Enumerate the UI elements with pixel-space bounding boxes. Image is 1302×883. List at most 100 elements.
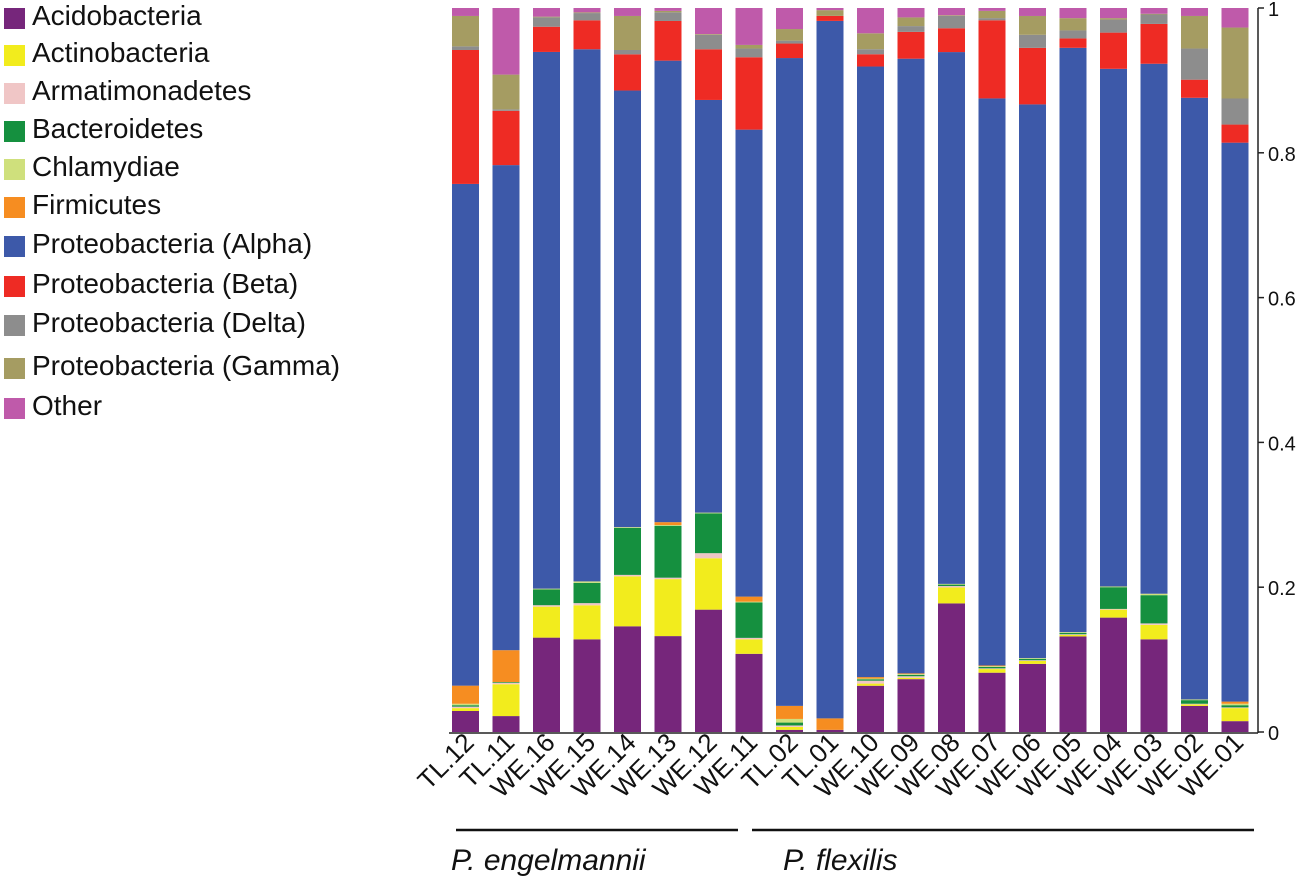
bar-segment-we-01-chlamydiae: [1221, 703, 1249, 706]
bar-segment-we-08-proteobacteria-beta: [938, 28, 965, 53]
bar-segment-we-13-proteobacteria-alpha: [654, 60, 682, 523]
bar-segment-we-13-proteobacteria-gamma: [654, 10, 682, 13]
bar-segment-we-16-actinobacteria: [533, 606, 560, 638]
bar-segment-we-16-acidobacteria: [533, 637, 560, 732]
bar-segment-we-04-proteobacteria-delta: [1100, 19, 1127, 33]
bar-tl-12: [452, 8, 479, 732]
bar-segment-we-15-other: [573, 8, 601, 13]
bar-segment-we-01-proteobacteria-gamma: [1221, 27, 1249, 99]
bar-segment-we-05-other: [1059, 8, 1087, 19]
bar-segment-tl-11-armatimonadetes: [492, 682, 520, 685]
legend-label: Proteobacteria (Gamma): [32, 350, 341, 381]
bar-segment-tl-02-firmicutes: [776, 705, 803, 719]
bar-we-13: [654, 8, 682, 732]
bar-segment-we-10-actinobacteria: [857, 683, 884, 686]
legend-swatch: [4, 358, 25, 379]
bar-segment-we-12-proteobacteria-gamma: [695, 34, 722, 35]
legend-swatch: [4, 398, 25, 419]
legend-swatch: [4, 236, 25, 257]
bar-segment-we-04-actinobacteria: [1100, 609, 1127, 618]
bar-segment-we-06-proteobacteria-delta: [1019, 34, 1046, 48]
bar-segment-tl-01-firmicutes: [816, 718, 844, 730]
bar-segment-tl-01-other: [816, 8, 844, 11]
bar-segment-tl-11-other: [492, 8, 520, 75]
y-tick-label: 0.4: [1268, 433, 1296, 455]
bar-segment-we-14-bacteroidetes: [614, 527, 641, 575]
bar-segment-we-04-acidobacteria: [1100, 617, 1127, 732]
group-label-p-engelmannii: P. engelmannii: [451, 844, 646, 877]
bar-we-16: [533, 8, 560, 732]
bar-segment-we-07-bacteroidetes: [978, 666, 1006, 669]
bar-segment-we-05-acidobacteria: [1059, 636, 1087, 732]
legend-swatch: [4, 276, 25, 297]
bar-segment-we-11-chlamydiae: [735, 601, 763, 603]
bar-segment-tl-12-chlamydiae: [452, 703, 479, 706]
bar-segment-we-14-other: [614, 8, 641, 16]
bar-we-08: [938, 8, 965, 732]
bar-we-02: [1181, 8, 1208, 732]
bar-segment-we-01-firmicutes: [1221, 701, 1249, 704]
bar-segment-we-14-proteobacteria-delta: [614, 49, 641, 55]
legend-label: Actinobacteria: [32, 37, 210, 68]
bar-segment-we-14-proteobacteria-beta: [614, 54, 641, 91]
bar-segment-we-07-actinobacteria: [978, 669, 1006, 673]
bar-segment-we-10-proteobacteria-delta: [857, 49, 884, 55]
legend-label: Proteobacteria (Delta): [32, 307, 306, 338]
bar-segment-we-14-armatimonadetes: [614, 574, 641, 577]
bar-segment-tl-11-bacteroidetes: [492, 682, 520, 683]
bar-segment-we-03-bacteroidetes: [1140, 595, 1168, 624]
bar-segment-we-15-proteobacteria-alpha: [573, 49, 601, 582]
bar-segment-tl-02-armatimonadetes: [776, 725, 803, 727]
bar-segment-we-15-chlamydiae: [573, 581, 601, 583]
bar-segment-tl-11-firmicutes: [492, 650, 520, 683]
bar-segment-we-10-chlamydiae: [857, 678, 884, 680]
bar-segment-tl-02-other: [776, 8, 803, 30]
bar-segment-we-06-proteobacteria-gamma: [1019, 15, 1046, 35]
bar-segment-tl-11-actinobacteria: [492, 684, 520, 717]
bar-segment-we-04-armatimonadetes: [1100, 608, 1127, 610]
bar-segment-tl-12-proteobacteria-gamma: [452, 15, 479, 47]
bar-segment-we-09-other: [897, 8, 925, 18]
bar-we-07: [978, 8, 1006, 732]
bar-segment-we-08-chlamydiae: [938, 583, 965, 585]
bar-segment-we-04-chlamydiae: [1100, 586, 1127, 588]
legend-label: Bacteroidetes: [32, 113, 204, 144]
bar-segment-we-07-acidobacteria: [978, 672, 1006, 732]
legend-label: Other: [32, 390, 103, 421]
bar-segment-we-02-other: [1181, 8, 1208, 16]
bar-segment-tl-11-acidobacteria: [492, 716, 520, 732]
bar-segment-we-07-proteobacteria-beta: [978, 20, 1006, 99]
bar-segment-we-05-proteobacteria-alpha: [1059, 47, 1087, 633]
bar-segment-we-16-proteobacteria-gamma: [533, 16, 560, 18]
bar-segment-we-13-proteobacteria-delta: [654, 12, 682, 21]
bar-segment-we-16-proteobacteria-alpha: [533, 51, 560, 589]
bar-segment-we-12-chlamydiae: [695, 512, 722, 514]
bar-segment-tl-02-actinobacteria: [776, 726, 803, 730]
bar-segment-we-09-chlamydiae: [897, 674, 925, 675]
bar-segment-tl-02-proteobacteria-delta: [776, 40, 803, 44]
bar-segment-we-15-bacteroidetes: [573, 582, 601, 604]
bar-segment-tl-12-other: [452, 8, 479, 16]
bar-segment-we-11-proteobacteria-alpha: [735, 129, 763, 597]
bar-segment-tl-01-proteobacteria-beta: [816, 15, 844, 21]
bar-segment-we-05-actinobacteria: [1059, 634, 1087, 637]
bar-segment-we-11-proteobacteria-delta: [735, 48, 763, 58]
bar-segment-we-14-actinobacteria: [614, 576, 641, 627]
legend-label: Proteobacteria (Beta): [32, 268, 299, 299]
bar-segment-we-13-firmicutes: [654, 522, 682, 526]
bar-segment-we-06-acidobacteria: [1019, 663, 1046, 732]
bar-segment-we-04-proteobacteria-beta: [1100, 32, 1127, 69]
bar-segment-we-04-proteobacteria-alpha: [1100, 68, 1127, 587]
legend-label: Armatimonadetes: [32, 75, 252, 106]
bar-we-11: [735, 8, 763, 732]
bar-segment-we-01-proteobacteria-beta: [1221, 124, 1249, 143]
bar-segment-we-12-proteobacteria-delta: [695, 34, 722, 50]
bar-segment-we-10-firmicutes: [857, 677, 884, 679]
bar-segment-we-13-acidobacteria: [654, 636, 682, 732]
bar-we-12: [695, 8, 722, 732]
bar-segment-we-10-proteobacteria-alpha: [857, 66, 884, 678]
bar-segment-we-10-proteobacteria-beta: [857, 54, 884, 67]
bar-segment-we-11-bacteroidetes: [735, 602, 763, 638]
bar-segment-tl-02-proteobacteria-beta: [776, 43, 803, 59]
